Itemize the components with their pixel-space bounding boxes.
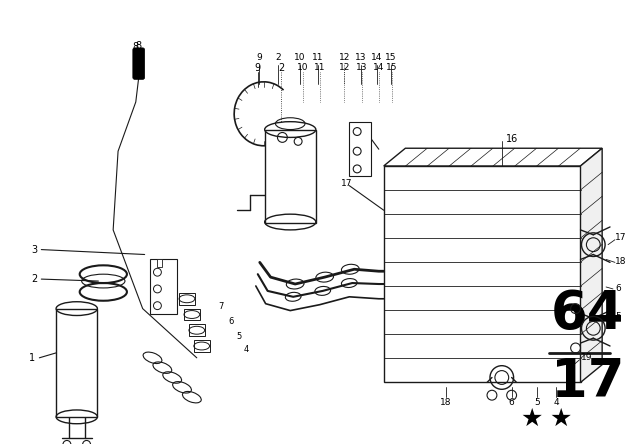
Text: ★: ★ <box>550 407 572 431</box>
Text: 17: 17 <box>615 233 627 242</box>
Bar <box>150 259 177 314</box>
Text: 15: 15 <box>385 53 396 62</box>
Text: 2: 2 <box>278 63 285 73</box>
Polygon shape <box>384 148 602 166</box>
Polygon shape <box>384 166 580 383</box>
Text: 3: 3 <box>31 245 37 254</box>
Text: 17: 17 <box>551 357 625 409</box>
Text: 12: 12 <box>339 53 350 62</box>
Text: 11: 11 <box>312 53 324 62</box>
Text: 6: 6 <box>228 317 234 326</box>
Text: 8: 8 <box>132 42 139 52</box>
Bar <box>349 122 371 176</box>
Text: 5: 5 <box>236 332 241 340</box>
Text: 2: 2 <box>276 53 281 62</box>
Text: 11: 11 <box>314 63 326 72</box>
Text: 16: 16 <box>506 134 518 144</box>
Text: 14: 14 <box>371 53 383 62</box>
Text: 12: 12 <box>339 63 350 72</box>
Text: ★: ★ <box>520 407 543 431</box>
Text: 13: 13 <box>355 53 367 62</box>
Text: 9: 9 <box>255 63 261 73</box>
Bar <box>56 309 97 417</box>
Text: 14: 14 <box>373 63 385 72</box>
Text: 5: 5 <box>615 312 621 321</box>
Text: 19: 19 <box>580 353 592 362</box>
Polygon shape <box>580 148 602 383</box>
Text: 6: 6 <box>509 397 515 407</box>
Text: 17: 17 <box>340 179 352 188</box>
Text: 13: 13 <box>356 63 368 72</box>
Text: 10: 10 <box>294 53 306 62</box>
Bar <box>194 340 209 352</box>
Text: 6: 6 <box>615 284 621 293</box>
Text: 1: 1 <box>29 353 35 363</box>
Text: 5: 5 <box>534 397 540 407</box>
Bar <box>157 259 163 267</box>
Text: 18: 18 <box>615 257 627 266</box>
FancyBboxPatch shape <box>133 48 145 79</box>
Bar <box>265 129 316 223</box>
Text: 18: 18 <box>440 397 451 407</box>
Text: 4: 4 <box>553 397 559 407</box>
Text: 8: 8 <box>136 41 142 51</box>
Bar <box>184 309 200 320</box>
Text: 4: 4 <box>244 345 249 354</box>
Text: 15: 15 <box>386 63 397 72</box>
Text: 64: 64 <box>551 288 625 340</box>
Bar <box>179 293 195 305</box>
Text: 2: 2 <box>31 274 37 284</box>
Text: 7: 7 <box>218 302 224 311</box>
Text: 9: 9 <box>256 53 262 62</box>
Bar <box>189 324 205 336</box>
Text: 10: 10 <box>298 63 308 72</box>
